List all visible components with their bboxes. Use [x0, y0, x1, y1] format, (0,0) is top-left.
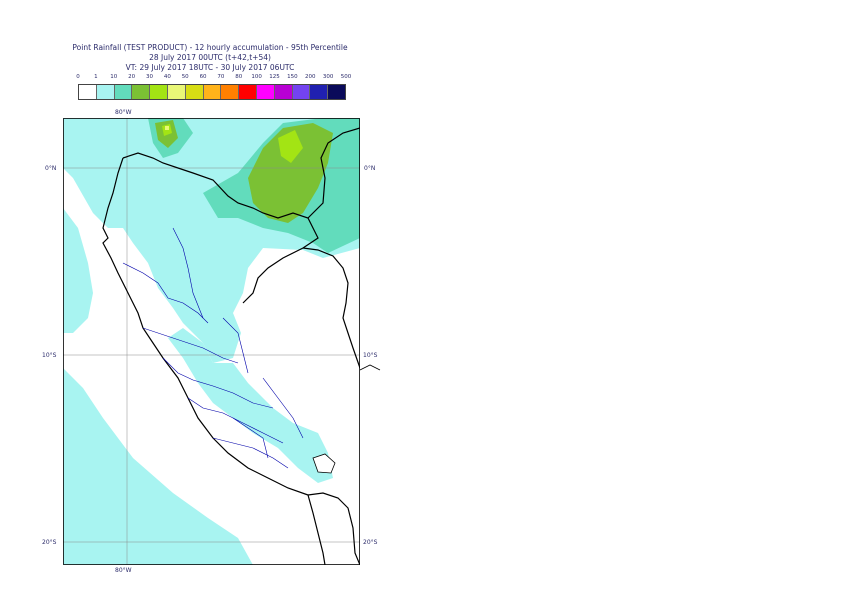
legend-swatch [292, 85, 311, 99]
legend-swatch [96, 85, 115, 99]
legend-swatch [221, 85, 240, 99]
legend-swatch [203, 85, 222, 99]
lon-label-bottom: 80°W [115, 567, 132, 574]
lat-label-10-right: 10°S [363, 352, 378, 359]
legend-swatch [256, 85, 275, 99]
map-title-line-1: Point Rainfall (TEST PRODUCT) - 12 hourl… [72, 43, 348, 52]
legend-tick-label: 200 [305, 74, 316, 80]
legend-tick-label: 70 [217, 74, 225, 80]
legend-tick-label: 60 [199, 74, 207, 80]
legend-swatch [239, 85, 257, 99]
legend-swatches [78, 84, 346, 100]
lat-label-20-right: 20°S [363, 539, 378, 546]
lat-label-0-right: 0°N [364, 165, 376, 172]
legend-tick-label: 150 [287, 74, 298, 80]
legend-swatch [150, 85, 168, 99]
legend-tick-label: 1 [94, 74, 98, 80]
legend-tick-label: 10 [110, 74, 118, 80]
lat-label-10-left: 10°S [42, 352, 57, 359]
legend-tick-label: 300 [322, 74, 334, 80]
legend-tick-label: 0 [76, 74, 80, 80]
legend-tick-label: 80 [235, 74, 243, 80]
lon-label-top: 80°W [115, 109, 132, 116]
lake-titicaca [312, 453, 336, 474]
legend-swatch [79, 85, 97, 99]
legend-tick-label: 500 [340, 74, 352, 80]
lat-label-20-left: 20°S [42, 539, 57, 546]
graticule [63, 118, 360, 565]
legend-tick-label: 100 [251, 74, 262, 80]
legend-swatch [274, 85, 293, 99]
rainfall-map [63, 118, 361, 566]
outer-borders [360, 364, 381, 371]
legend-tick-label: 50 [181, 74, 189, 80]
map-title-line-2: 28 July 2017 00UTC (t+42,t+54) [149, 53, 271, 62]
legend-swatch [328, 85, 345, 99]
legend-swatch [310, 85, 329, 99]
legend-swatch [114, 85, 133, 99]
legend-tick-label: 20 [128, 74, 136, 80]
legend-tick-label: 30 [145, 74, 153, 80]
admin-borders [122, 227, 304, 469]
map-frame [63, 118, 360, 565]
color-legend: 0 1 10 20 30 40 50 60 70 80 100 125 150 200 300 500 [76, 74, 351, 102]
lat-label-0-left: 0°N [45, 165, 57, 172]
rain-field-40-50 [165, 126, 169, 130]
legend-swatch [132, 85, 151, 99]
legend-tick-label: 40 [163, 74, 171, 80]
map-title-line-3: VT: 29 July 2017 18UTC - 30 July 2017 06… [125, 63, 295, 72]
legend-swatch [185, 85, 204, 99]
map-panel [63, 118, 361, 566]
legend-tick-label: 125 [269, 74, 280, 80]
legend-swatch [167, 85, 186, 99]
